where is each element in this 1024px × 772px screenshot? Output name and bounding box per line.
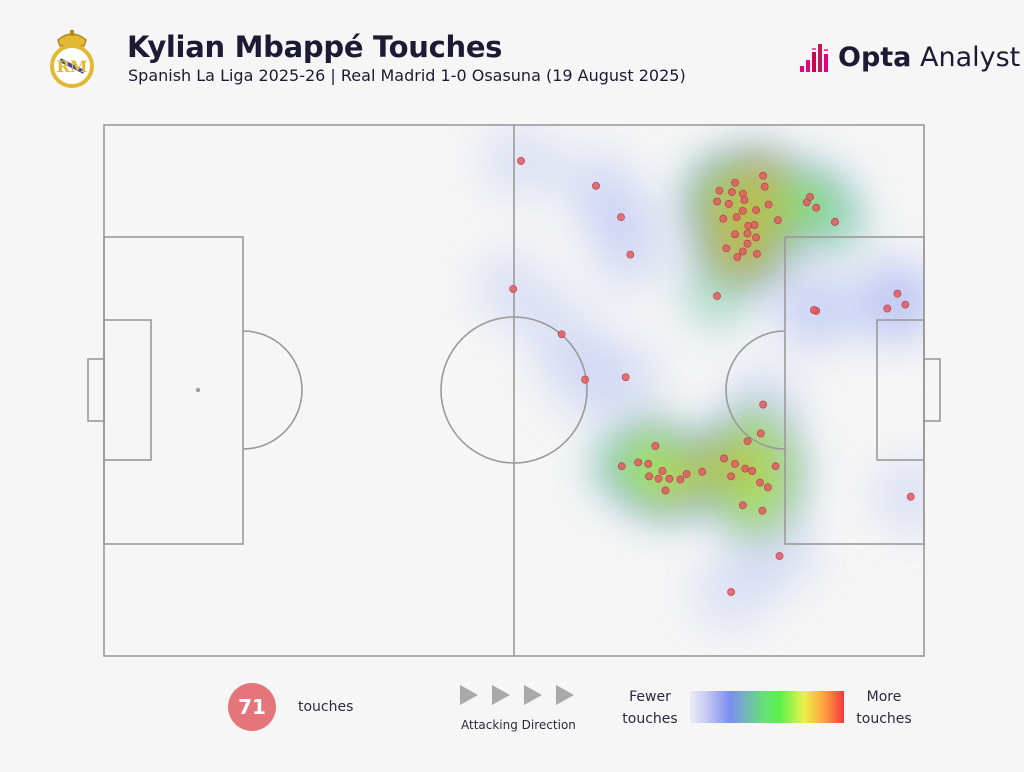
attacking-direction-arrows-icon: [460, 685, 574, 705]
attacking-direction-label: Attacking Direction: [461, 718, 576, 732]
touch-point: [743, 229, 752, 238]
touch-point: [748, 467, 757, 475]
legend-high-label: More touches: [856, 689, 912, 727]
left-penalty-arc: [242, 330, 303, 450]
touch-point: [738, 206, 747, 215]
touch-point: [759, 400, 768, 409]
heat-layer: [473, 125, 924, 632]
touch-point: [727, 472, 736, 481]
real-madrid-crest-icon: RM: [50, 30, 94, 88]
touch-point: [758, 506, 767, 515]
brand-name-bold: Opta: [838, 42, 912, 73]
touch-point: [806, 192, 814, 201]
left-penalty-box: [103, 236, 244, 545]
touch-point: [831, 217, 839, 226]
left-six-yard-box: [103, 319, 152, 461]
right-penalty-arc: [725, 330, 786, 450]
left-penalty-spot: [195, 387, 201, 393]
touch-point: [654, 474, 663, 483]
touch-point: [651, 442, 660, 450]
touch-point: [676, 475, 685, 484]
touch-point: [812, 203, 821, 212]
touch-point: [722, 244, 731, 253]
heat-haze-blob: [870, 456, 924, 537]
touch-point: [665, 474, 674, 483]
touch-point: [750, 221, 759, 229]
touch-point: [731, 178, 739, 187]
touch-point: [727, 588, 736, 596]
touch-point: [661, 486, 670, 495]
touch-point: [764, 200, 773, 209]
svg-text:RM: RM: [56, 57, 87, 76]
touch-point: [809, 306, 818, 314]
touch-point: [719, 214, 728, 223]
touch-point: [743, 437, 752, 446]
touch-count-label: touches: [298, 699, 354, 715]
touch-point: [893, 289, 902, 298]
touch-point: [720, 454, 728, 463]
touch-point: [901, 300, 910, 309]
touch-point: [645, 472, 654, 481]
touch-point: [557, 330, 566, 339]
opta-bars-icon: [800, 44, 828, 72]
touch-point: [644, 460, 653, 468]
right-goal: [923, 358, 941, 422]
touch-point: [682, 470, 691, 478]
touch-point: [713, 292, 721, 300]
centre-circle: [440, 316, 588, 464]
brand-name: Opta Analyst: [838, 42, 1020, 73]
touch-point: [626, 250, 635, 259]
touch-point: [738, 247, 747, 256]
touch-dots: [509, 157, 915, 596]
touch-point: [634, 458, 643, 467]
touch-point: [740, 196, 749, 204]
pitch-markings: [87, 124, 941, 657]
heat-scale-bar: [690, 691, 844, 723]
touch-point: [759, 171, 768, 180]
page-title: Kylian Mbappé Touches: [127, 30, 503, 64]
touch-point: [743, 239, 752, 248]
touch-point: [731, 230, 739, 239]
touch-point: [724, 199, 733, 208]
left-goal: [87, 358, 105, 422]
touch-point: [592, 182, 600, 190]
touch-point: [752, 206, 760, 215]
match-subtitle: Spanish La Liga 2025-26 | Real Madrid 1-…: [128, 66, 686, 85]
touch-point: [752, 233, 760, 242]
touch-point: [732, 213, 741, 222]
touch-point: [727, 188, 736, 197]
brand-name-light: Analyst: [911, 42, 1021, 73]
touch-point: [581, 375, 589, 384]
touch-point: [617, 462, 626, 471]
touch-point: [713, 197, 721, 206]
touch-point: [774, 216, 782, 225]
touch-point: [658, 467, 667, 475]
touch-point: [760, 182, 769, 191]
touch-point: [509, 285, 518, 293]
touch-point: [756, 478, 764, 487]
touch-point: [698, 467, 707, 476]
touch-point: [756, 429, 765, 438]
touch-point: [763, 483, 772, 492]
touch-point: [738, 501, 747, 510]
touch-point: [775, 552, 784, 560]
legend-low-label: Fewer touches: [622, 689, 678, 727]
touch-point: [617, 213, 625, 222]
touch-point: [621, 373, 630, 382]
touch-point: [733, 253, 742, 261]
touch-point: [731, 460, 739, 468]
touch-point: [715, 186, 724, 195]
header: RM Kylian Mbappé Touches Spanish La Liga…: [0, 0, 1024, 110]
touch-point: [883, 304, 892, 313]
touch-point: [906, 492, 915, 501]
touch-count-badge: 71: [228, 683, 276, 731]
touch-point: [741, 464, 750, 473]
touch-point: [771, 462, 780, 471]
touch-point: [752, 249, 761, 258]
touch-point: [517, 157, 525, 165]
